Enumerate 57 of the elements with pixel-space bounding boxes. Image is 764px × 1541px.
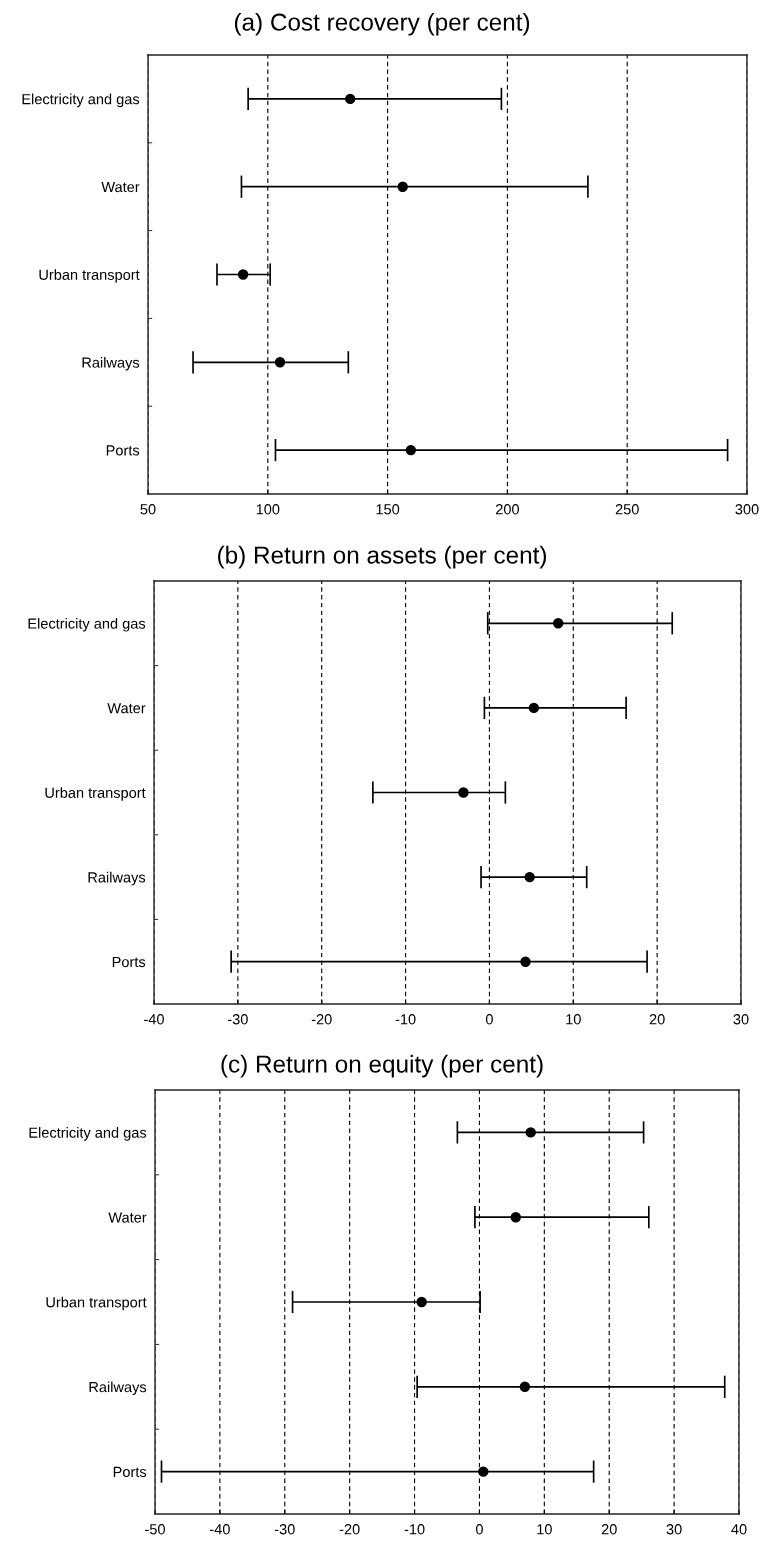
x-tick-label: 40 — [731, 1524, 747, 1535]
point — [478, 1466, 489, 1477]
x-tick-label: 30 — [733, 1014, 749, 1025]
y-tick-label: Electricity and gas — [22, 93, 140, 108]
y-tick-label: Electricity and gas — [29, 1127, 147, 1141]
point — [552, 618, 564, 629]
x-tick-label: 30 — [666, 1524, 682, 1535]
point — [237, 269, 249, 280]
point — [528, 702, 540, 714]
x-tick-label: -20 — [339, 1524, 360, 1535]
x-tick-label: -50 — [145, 1524, 165, 1535]
y-tick-label: Ports — [112, 956, 146, 968]
y-tick-label: Railways — [89, 1381, 147, 1396]
x-tick-label: -30 — [227, 1014, 248, 1025]
point — [510, 1211, 521, 1223]
x-tick-label: 10 — [537, 1524, 552, 1535]
point — [520, 956, 531, 967]
x-tick-label: 0 — [475, 1524, 483, 1535]
y-tick-label: Electricity and gas — [28, 618, 146, 632]
point — [397, 181, 408, 192]
chart-title: (a) Cost recovery (per cent) — [234, 12, 530, 36]
y-tick-label: Railways — [82, 357, 140, 371]
chart-title: (c) Return on equity (per cent) — [221, 1054, 543, 1078]
x-tick-label: 20 — [649, 1014, 665, 1025]
x-tick-label: 0 — [485, 1014, 493, 1025]
x-tick-label: -30 — [274, 1524, 295, 1535]
point — [458, 787, 469, 798]
x-tick-label: -10 — [404, 1524, 425, 1535]
y-tick-label: Urban transport — [46, 1296, 147, 1311]
y-tick-label: Water — [108, 1212, 147, 1223]
y-tick-label: Water — [101, 181, 140, 193]
x-tick-label: 10 — [566, 1014, 581, 1025]
y-tick-label: Water — [107, 703, 146, 714]
y-tick-label: Ports — [106, 445, 140, 456]
point — [525, 1127, 536, 1138]
x-tick-label: -40 — [210, 1524, 230, 1535]
chart-title: (b) Return on assets (per cent) — [218, 545, 546, 569]
point — [405, 444, 417, 456]
x-tick-label: 150 — [376, 504, 400, 515]
x-tick-label: 300 — [735, 504, 759, 515]
y-tick-label: Railways — [88, 871, 146, 886]
x-tick-label: 200 — [495, 504, 519, 515]
y-tick-label: Ports — [113, 1466, 147, 1478]
point — [416, 1296, 427, 1308]
x-tick-label: 100 — [256, 504, 280, 515]
y-tick-label: Urban transport — [45, 787, 146, 801]
point — [524, 871, 535, 883]
point — [345, 93, 356, 105]
y-tick-label: Urban transport — [39, 269, 140, 283]
x-tick-label: -10 — [395, 1014, 416, 1025]
point — [519, 1381, 531, 1393]
x-tick-label: -20 — [311, 1014, 332, 1025]
x-tick-label: 50 — [140, 504, 156, 515]
x-tick-label: -40 — [144, 1014, 164, 1025]
x-tick-label: 20 — [601, 1524, 617, 1535]
point — [274, 357, 286, 368]
x-tick-label: 250 — [615, 504, 639, 515]
